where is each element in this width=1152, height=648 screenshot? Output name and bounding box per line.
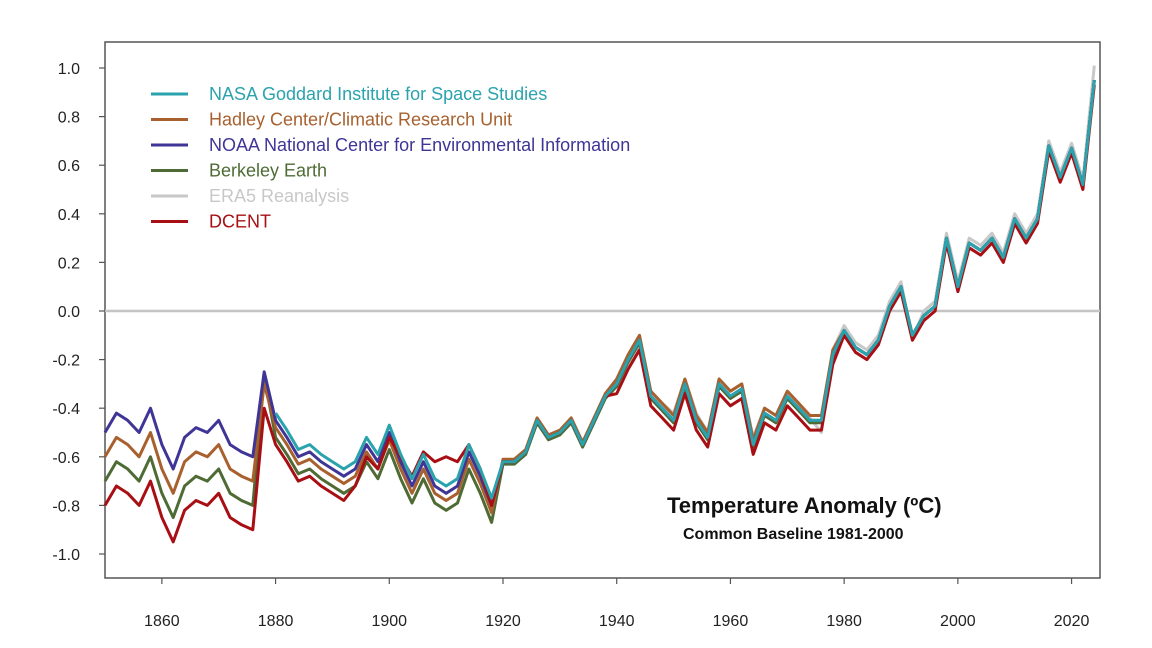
series-lines [103,65,1096,544]
legend-item: ERA5 Reanalysis [151,186,349,206]
legend-item: Berkeley Earth [151,161,327,181]
series-line-nasa-goddard-institute-for-space-studies [274,80,1096,500]
legend: NASA Goddard Institute for Space Studies… [151,84,630,232]
x-tick-label: 1900 [371,613,407,630]
chart-title: Temperature Anomaly (ºC) [667,493,942,518]
y-tick-label: -0.2 [52,353,80,370]
y-tick-label: 0.0 [58,304,80,321]
legend-item: Hadley Center/Climatic Research Unit [151,110,512,130]
y-axis: 1.0 0.8 0.6 0.4 0.2 0.0 -0.2 -0.4 -0.6 -0.8 -1.0 [52,61,105,564]
y-tick-label: 0.6 [58,158,80,175]
legend-label: Berkeley Earth [209,161,327,181]
y-tick-label: 0.2 [58,255,80,272]
y-tick-label: 0.8 [58,110,80,127]
legend-label: NASA Goddard Institute for Space Studies [209,84,547,104]
x-tick-label: 1880 [258,613,294,630]
x-tick-label: 1940 [599,613,635,630]
x-tick-label: 1980 [826,613,862,630]
y-tick-label: 0.4 [58,207,80,224]
legend-item: NASA Goddard Institute for Space Studies [151,84,547,104]
x-tick-label: 1860 [144,613,180,630]
y-tick-label: -0.8 [52,498,80,515]
x-tick-label: 2000 [940,613,976,630]
x-tick-label: 2020 [1054,613,1090,630]
legend-label: DCENT [209,212,271,232]
legend-label: ERA5 Reanalysis [209,186,349,206]
y-tick-label: -0.6 [52,450,80,467]
y-tick-label: -1.0 [52,547,80,564]
y-tick-label: 1.0 [58,61,80,78]
legend-label: Hadley Center/Climatic Research Unit [209,110,512,130]
x-tick-label: 1920 [485,613,521,630]
legend-item: DCENT [151,212,271,232]
x-axis: 1860 1880 1900 1920 1940 1960 1980 2000 2020 [144,578,1089,630]
y-tick-label: -0.4 [52,401,80,418]
legend-item: NOAA National Center for Environmental I… [151,135,630,155]
legend-label: NOAA National Center for Environmental I… [209,135,630,155]
x-tick-label: 1960 [713,613,749,630]
chart-subtitle: Common Baseline 1981-2000 [683,526,904,543]
